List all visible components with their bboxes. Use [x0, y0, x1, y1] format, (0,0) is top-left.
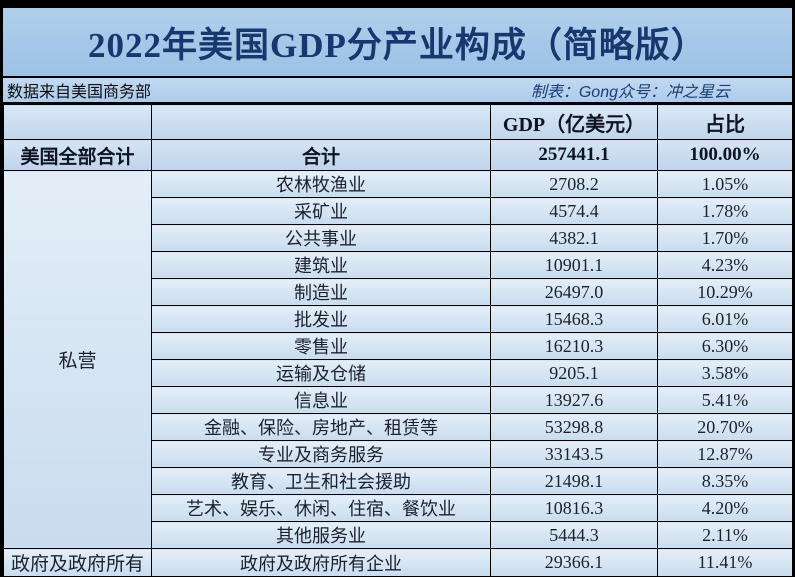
title-band: 2022年美国GDP分产业构成（简略版）	[3, 8, 792, 78]
table-header-row: GDP（亿美元） 占比	[3, 104, 793, 140]
share-cell: 3.58%	[657, 359, 793, 387]
table-row: 批发业 15468.3 6.01%	[4, 305, 793, 333]
share-cell: 5.41%	[657, 386, 793, 414]
gdp-cell: 10901.1	[490, 251, 658, 279]
industry-cell: 采矿业	[151, 197, 491, 225]
header-share-cell: 占比	[657, 104, 793, 140]
share-cell: 8.35%	[657, 467, 793, 495]
share-cell: 1.78%	[657, 197, 793, 225]
industry-cell: 艺术、娱乐、休闲、住宿、餐饮业	[151, 494, 491, 522]
industry-cell: 批发业	[151, 305, 491, 333]
industry-cell: 运输及仓储	[151, 359, 491, 387]
table-row: 艺术、娱乐、休闲、住宿、餐饮业 10816.3 4.20%	[4, 494, 793, 522]
gdp-cell: 2708.2	[490, 170, 658, 198]
share-cell: 10.29%	[657, 278, 793, 306]
gdp-cell: 33143.5	[490, 440, 658, 468]
share-cell: 11.41%	[657, 548, 793, 577]
share-cell: 1.70%	[657, 224, 793, 252]
gdp-table-container: GDP（亿美元） 占比 美国全部合计 合计 257441.1 100.00% 私…	[3, 102, 793, 577]
share-cell: 1.05%	[657, 170, 793, 198]
gdp-cell: 9205.1	[490, 359, 658, 387]
industry-cell: 合计	[151, 139, 491, 171]
table-row: 运输及仓储 9205.1 3.58%	[4, 359, 793, 387]
share-cell: 6.30%	[657, 332, 793, 360]
table-row: 教育、卫生和社会援助 21498.1 8.35%	[4, 467, 793, 495]
industry-cell: 制造业	[151, 278, 491, 306]
gdp-table: GDP（亿美元） 占比 美国全部合计 合计 257441.1 100.00% 私…	[3, 104, 793, 577]
category-cell-government: 政府及政府所有	[3, 548, 152, 577]
gdp-cell: 29366.1	[490, 548, 658, 577]
header-gdp-cell: GDP（亿美元）	[490, 104, 658, 140]
gdp-cell: 15468.3	[490, 305, 658, 333]
gdp-cell: 13927.6	[490, 386, 658, 414]
industry-cell: 政府及政府所有企业	[151, 548, 491, 577]
total-row: 美国全部合计 合计 257441.1 100.00%	[3, 139, 793, 171]
gdp-cell: 4382.1	[490, 224, 658, 252]
share-cell: 6.01%	[657, 305, 793, 333]
share-cell: 4.23%	[657, 251, 793, 279]
table-row: 私营 农林牧渔业 2708.2 1.05%	[3, 170, 793, 549]
industry-cell: 金融、保险、房地产、租赁等	[151, 413, 491, 441]
subtitle-band: 数据来自美国商务部 制表：Gong众号：冲之星云	[3, 78, 792, 102]
industry-cell: 信息业	[151, 386, 491, 414]
page-title: 2022年美国GDP分产业构成（简略版）	[88, 25, 707, 65]
category-cell: 美国全部合计	[3, 139, 152, 171]
gdp-cell: 10816.3	[490, 494, 658, 522]
share-cell: 20.70%	[657, 413, 793, 441]
table-row: 其他服务业 5444.3 2.11%	[4, 521, 793, 549]
header-industry-cell	[151, 104, 491, 140]
credit-note: 制表：Gong众号：冲之星云	[530, 84, 730, 101]
table-row: 建筑业 10901.1 4.23%	[4, 251, 793, 279]
table-row: 采矿业 4574.4 1.78%	[4, 197, 793, 225]
industry-cell: 建筑业	[151, 251, 491, 279]
gdp-cell: 257441.1	[490, 139, 658, 171]
industry-cell: 公共事业	[151, 224, 491, 252]
gdp-cell: 21498.1	[490, 467, 658, 495]
industry-cell: 专业及商务服务	[151, 440, 491, 468]
gdp-cell: 26497.0	[490, 278, 658, 306]
table-row: 公共事业 4382.1 1.70%	[4, 224, 793, 252]
source-note: 数据来自美国商务部	[7, 84, 152, 101]
gdp-cell: 53298.8	[490, 413, 658, 441]
table-row: 政府及政府所有 政府及政府所有企业 29366.1 11.41%	[3, 548, 793, 577]
table-row: 制造业 26497.0 10.29%	[4, 278, 793, 306]
industry-cell: 农林牧渔业	[151, 170, 491, 198]
share-cell: 2.11%	[657, 521, 793, 549]
industry-cell: 教育、卫生和社会援助	[151, 467, 491, 495]
share-cell: 12.87%	[657, 440, 793, 468]
category-cell-private: 私营	[3, 170, 152, 549]
header-category-cell	[3, 104, 152, 140]
share-cell: 4.20%	[657, 494, 793, 522]
table-row: 金融、保险、房地产、租赁等 53298.8 20.70%	[4, 413, 793, 441]
page: 2022年美国GDP分产业构成（简略版） 数据来自美国商务部 制表：Gong众号…	[3, 8, 793, 577]
gdp-cell: 5444.3	[490, 521, 658, 549]
industry-cell: 其他服务业	[151, 521, 491, 549]
table-row: 信息业 13927.6 5.41%	[4, 386, 793, 414]
industry-cell: 零售业	[151, 332, 491, 360]
share-cell: 100.00%	[657, 139, 793, 171]
gdp-cell: 16210.3	[490, 332, 658, 360]
gdp-cell: 4574.4	[490, 197, 658, 225]
